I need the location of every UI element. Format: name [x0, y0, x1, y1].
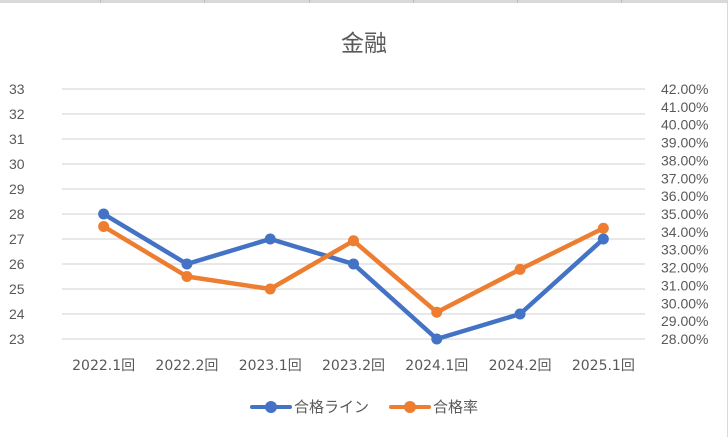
y-tick-label: 32 [9, 106, 25, 122]
legend-label: 合格ライン [293, 398, 369, 416]
y-tick-label: 25 [9, 281, 25, 297]
y-tick-label: 30 [9, 156, 25, 172]
data-point[interactable] [264, 283, 276, 295]
left-y-axis: 33 32 31 30 29 28 27 26 25 24 23 [9, 81, 25, 347]
data-point[interactable] [348, 235, 359, 247]
column-divider [100, 0, 101, 3]
column-divider [413, 0, 414, 3]
data-point[interactable] [431, 333, 443, 345]
data-point[interactable] [181, 258, 193, 270]
data-point[interactable] [98, 208, 110, 220]
legend-item-pass-rate[interactable]: 合格率 [389, 396, 478, 417]
x-tick-label: 2024.1回 [405, 358, 468, 374]
data-point[interactable] [597, 233, 609, 245]
legend-label: 合格率 [433, 398, 479, 416]
right-y-axis: 42.00% 41.00% 40.00% 39.00%38.00% 37.00% 36.0… [661, 81, 708, 347]
x-tick-label: 2023.2回 [322, 358, 385, 374]
data-point[interactable] [98, 221, 110, 232]
y2-tick-label: 30.00% [661, 295, 708, 311]
data-point[interactable] [264, 233, 276, 245]
y-tick-label: 33 [9, 81, 25, 97]
y2-tick-label: 42.00% [661, 81, 708, 97]
y2-tick-label: 41.00% [661, 99, 708, 115]
legend: 合格ライン 合格率 [0, 396, 728, 417]
y2-tick-label: 38.00% [661, 152, 708, 168]
column-divider [517, 0, 518, 3]
column-divider [309, 0, 310, 3]
y2-tick-label: 33.00% [661, 242, 708, 258]
y-tick-label: 31 [9, 131, 25, 147]
column-divider [621, 0, 622, 3]
y-tick-label: 23 [9, 331, 25, 347]
legend-item-pass-line[interactable]: 合格ライン [249, 396, 369, 417]
x-tick-label: 2022.1回 [72, 358, 135, 374]
y2-tick-label: 37.00% [661, 170, 708, 186]
gridlines [62, 88, 645, 340]
y2-tick-label: 31.00% [661, 277, 708, 293]
data-point[interactable] [181, 271, 193, 282]
y2-tick-label: 29.00% [661, 313, 708, 329]
y-tick-label: 24 [9, 306, 25, 322]
y2-tick-label: 32.00% [661, 260, 708, 276]
y2-tick-label: 39.00% [661, 135, 708, 151]
data-point[interactable] [431, 306, 443, 318]
series-lines [98, 208, 609, 345]
data-point[interactable] [348, 258, 359, 270]
y-tick-label: 29 [9, 181, 25, 197]
y2-tick-label: 34.00% [661, 224, 708, 240]
chart-title: 金融 [341, 31, 387, 57]
y2-tick-label: 36.00% [661, 188, 708, 204]
x-tick-label: 2024.2回 [489, 358, 552, 374]
y-tick-label: 28 [9, 206, 25, 222]
x-axis: 2022.1回 2022.2回 2023.1回 2023.2回 2024.1回 2024.… [72, 358, 635, 374]
legend-line-marker-icon [249, 400, 292, 413]
spreadsheet-row-strip [0, 0, 728, 3]
y2-tick-label: 35.00% [661, 206, 708, 222]
x-tick-label: 2022.2回 [155, 358, 218, 374]
column-divider [204, 0, 205, 3]
x-tick-label: 2025.1回 [572, 358, 635, 374]
data-point[interactable] [514, 263, 526, 275]
data-point[interactable] [514, 308, 526, 320]
data-point[interactable] [597, 222, 609, 234]
y2-tick-label: 40.00% [661, 117, 708, 133]
y-tick-label: 26 [9, 256, 25, 272]
y-tick-label: 27 [9, 231, 25, 247]
x-tick-label: 2023.1回 [239, 358, 302, 374]
y2-tick-label: 28.00% [661, 331, 708, 347]
legend-line-marker-icon [389, 400, 431, 413]
